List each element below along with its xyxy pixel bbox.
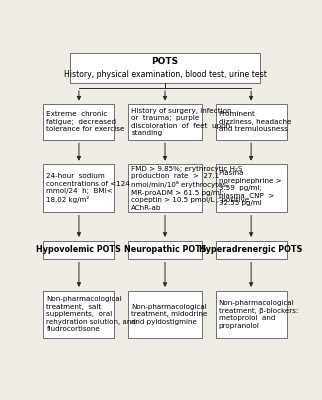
Text: Hypovolemic POTS: Hypovolemic POTS: [36, 245, 121, 254]
FancyBboxPatch shape: [128, 164, 202, 212]
Text: History, physical examination, blood test, urine test: History, physical examination, blood tes…: [63, 70, 267, 79]
FancyBboxPatch shape: [70, 53, 260, 83]
Text: POTS: POTS: [151, 57, 179, 66]
FancyBboxPatch shape: [43, 104, 115, 140]
Text: Extreme  chronic
fatigue;  decreased
tolerance for exercise: Extreme chronic fatigue; decreased toler…: [46, 112, 125, 132]
Text: 24-hour  sodium
concentrations of <124
mmol/24  h;  BMI<
18.02 kg/m²: 24-hour sodium concentrations of <124 mm…: [46, 173, 130, 203]
Text: Neuropathic POTS: Neuropathic POTS: [124, 245, 206, 254]
FancyBboxPatch shape: [128, 104, 202, 140]
FancyBboxPatch shape: [43, 164, 115, 212]
FancyBboxPatch shape: [215, 290, 287, 338]
Text: Prominent
dizziness, headache
and tremulousness: Prominent dizziness, headache and tremul…: [219, 112, 291, 132]
Text: History of surgery, infection
or  trauma;  purple
discoloration  of  feet  upon
: History of surgery, infection or trauma;…: [131, 108, 232, 136]
Text: Hyperadrenergic POTS: Hyperadrenergic POTS: [199, 245, 303, 254]
Text: FMD > 9.85%; erythrocytic H₂S
production  rate  >  27.1
nmol/min/10⁸ erythrocyte: FMD > 9.85%; erythrocytic H₂S production…: [131, 166, 250, 210]
FancyBboxPatch shape: [215, 164, 287, 212]
FancyBboxPatch shape: [128, 240, 202, 259]
Text: Non-pharmacological
treatment,  salt
supplements,  oral
rehydration solution, an: Non-pharmacological treatment, salt supp…: [46, 296, 136, 332]
FancyBboxPatch shape: [128, 290, 202, 338]
Text: Non-pharmacological
treatment, β-blockers:
metoprolol  and
propranolol: Non-pharmacological treatment, β-blocker…: [219, 300, 298, 329]
FancyBboxPatch shape: [43, 290, 115, 338]
FancyBboxPatch shape: [215, 240, 287, 259]
Text: Non-pharmacological
treatment, midodrine
and pyidostigmine: Non-pharmacological treatment, midodrine…: [131, 304, 207, 325]
FancyBboxPatch shape: [215, 104, 287, 140]
FancyBboxPatch shape: [43, 240, 115, 259]
Text: Plasma
norepinephrine >
3.59  pg/ml;
plasma  CNP  >
32.55 pg/ml: Plasma norepinephrine > 3.59 pg/ml; plas…: [219, 170, 281, 206]
